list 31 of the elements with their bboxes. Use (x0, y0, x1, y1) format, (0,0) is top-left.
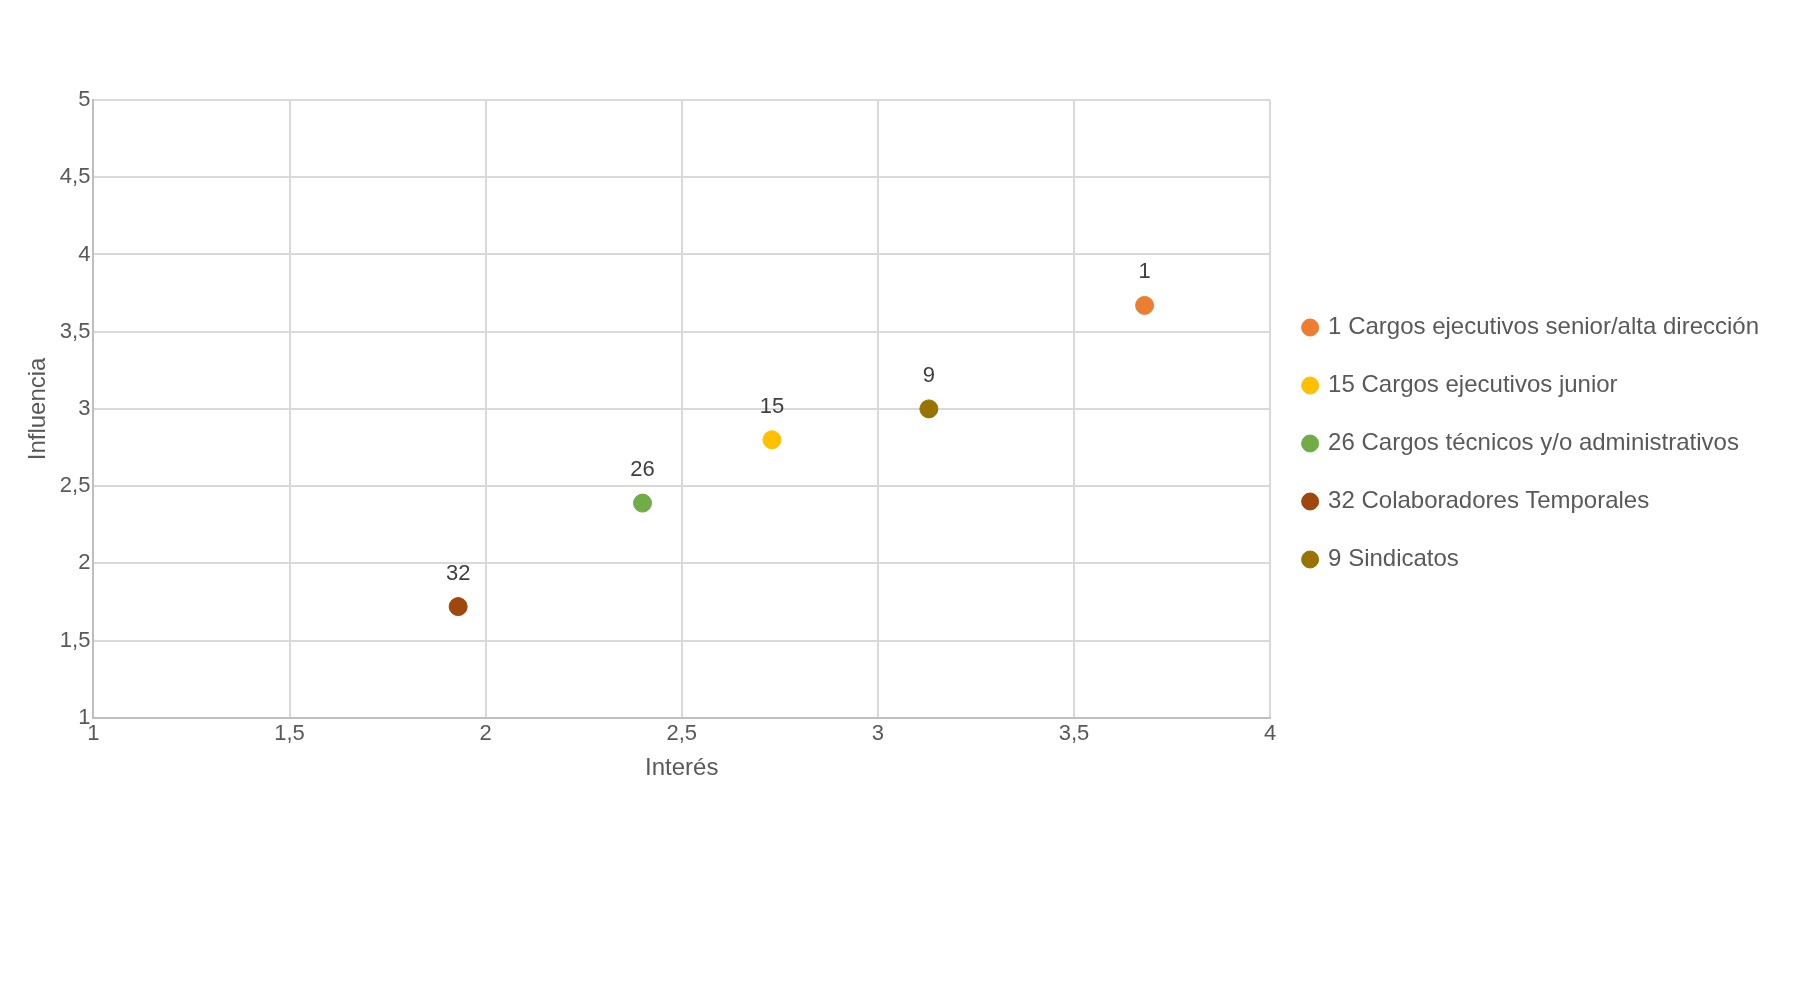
y-tick-label: 3,5 (59, 317, 91, 343)
point (762, 430, 782, 450)
y-tick-label: 4 (78, 240, 91, 266)
annotation: 26 (630, 456, 655, 482)
x-tick-label: 3,5 (1058, 720, 1090, 746)
x-tick-label: 4 (1263, 720, 1277, 746)
annotation: 15 (759, 392, 785, 418)
annotation: 9 (922, 361, 935, 387)
point (919, 399, 939, 419)
legend-label: 9 Sindicatos (1328, 544, 1459, 572)
point (448, 597, 468, 617)
point (633, 493, 653, 513)
y-axis-title: Influencia (23, 356, 51, 461)
annotation: 1 (1138, 258, 1151, 284)
x-tick-label: 3 (871, 720, 884, 746)
legend-label: 1 Cargos ejecutivos senior/alta dirección (1328, 312, 1759, 340)
x-axis-title: Interés (645, 753, 719, 781)
y-tick-label: 1,5 (59, 626, 91, 652)
x-tick-label: 2,5 (666, 720, 698, 746)
y-tick-label: 4,5 (59, 163, 91, 189)
y-tick-label: 2,5 (59, 472, 91, 498)
legend-label: 26 Cargos técnicos y/o administrativos (1328, 428, 1739, 456)
x-tick-label: 2 (479, 720, 492, 746)
point (1135, 295, 1155, 315)
y-tick-label: 2 (78, 549, 91, 575)
x-tick-label: 1,5 (274, 720, 305, 746)
legend-label: 32 Colaboradores Temporales (1328, 486, 1650, 514)
y-tick-label: 3 (78, 394, 91, 420)
annotation: 32 (445, 559, 471, 585)
legend-label: 15 Cargos ejecutivos junior (1328, 370, 1618, 398)
y-tick-label: 5 (78, 86, 91, 112)
